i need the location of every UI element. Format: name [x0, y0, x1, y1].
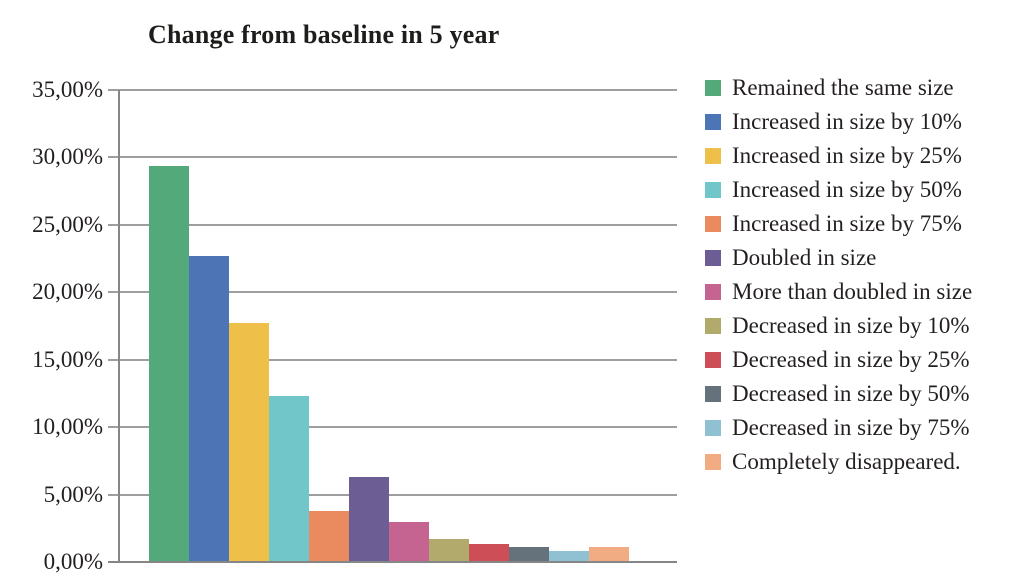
legend-swatch-icon: [705, 318, 721, 334]
legend-item-1: Increased in size by 10%: [705, 105, 972, 139]
bar-3: [269, 396, 309, 562]
y-tick-label-20: 20,00%: [32, 279, 103, 305]
legend-swatch-icon: [705, 80, 721, 96]
gridline-25: [108, 223, 677, 226]
legend-label: Decreased in size by 25%: [732, 347, 970, 372]
y-tick-label-25: 25,00%: [32, 211, 103, 237]
legend-item-4: Increased in size by 75%: [705, 207, 972, 241]
bar-8: [469, 544, 509, 562]
legend-label: Remained the same size: [732, 75, 954, 100]
legend-swatch-icon: [705, 284, 721, 300]
y-tick-label-15: 15,00%: [32, 346, 103, 372]
legend-label: Increased in size by 50%: [732, 177, 962, 202]
legend-swatch-icon: [705, 182, 721, 198]
legend-swatch-icon: [705, 454, 721, 470]
gridline-20: [108, 291, 677, 294]
bar-5: [349, 477, 389, 562]
bar-11: [589, 547, 629, 562]
legend-swatch-icon: [705, 420, 721, 436]
plot-area: [108, 89, 677, 563]
gridline-35: [108, 89, 677, 91]
legend-swatch-icon: [705, 114, 721, 130]
bar-9: [509, 547, 549, 562]
legend-swatch-icon: [705, 386, 721, 402]
bar-7: [429, 539, 469, 562]
legend-label: Doubled in size: [732, 245, 877, 270]
legend-label: Increased in size by 25%: [732, 143, 962, 168]
y-tick-label-30: 30,00%: [32, 144, 103, 170]
legend-item-10: Decreased in size by 75%: [705, 411, 972, 445]
bar-6: [389, 521, 429, 562]
legend-label: Decreased in size by 75%: [732, 415, 970, 440]
legend-label: Decreased in size by 10%: [732, 313, 970, 338]
legend-item-0: Remained the same size: [705, 71, 972, 105]
legend-label: Completely disappeared.: [732, 449, 961, 474]
y-tick-label-5: 5,00%: [43, 481, 103, 507]
legend-label: Increased in size by 10%: [732, 109, 962, 134]
legend-label: Increased in size by 75%: [732, 211, 962, 236]
legend-label: More than doubled in size: [732, 279, 973, 304]
legend-item-11: Completely disappeared.: [705, 445, 972, 479]
x-axis: [108, 561, 677, 563]
bar-4: [309, 510, 349, 562]
bar-0: [149, 165, 189, 562]
legend-swatch-icon: [705, 148, 721, 164]
legend-item-3: Increased in size by 50%: [705, 173, 972, 207]
gridline-15: [108, 358, 677, 361]
legend-swatch-icon: [705, 250, 721, 266]
y-tick-label-35: 35,00%: [32, 77, 103, 102]
y-tick-label-0: 0,00%: [43, 549, 103, 574]
legend-item-6: More than doubled in size: [705, 275, 972, 309]
y-axis: [118, 90, 120, 563]
bar-2: [229, 323, 269, 562]
legend-item-2: Increased in size by 25%: [705, 139, 972, 173]
legend-item-7: Decreased in size by 10%: [705, 309, 972, 343]
legend-item-8: Decreased in size by 25%: [705, 343, 972, 377]
gridline-30: [108, 156, 677, 159]
gridline-5: [108, 493, 677, 496]
legend-swatch-icon: [705, 216, 721, 232]
y-tick-label-10: 10,00%: [32, 414, 103, 440]
chart-title: Change from baseline in 5 year: [148, 20, 500, 49]
legend-label: Decreased in size by 50%: [732, 381, 970, 406]
legend-item-9: Decreased in size by 50%: [705, 377, 972, 411]
legend: Remained the same size Increased in size …: [705, 71, 972, 479]
gridline-10: [108, 426, 677, 429]
legend-swatch-icon: [705, 352, 721, 368]
bar-10: [549, 551, 589, 562]
bar-1: [189, 255, 229, 562]
legend-item-5: Doubled in size: [705, 241, 972, 275]
